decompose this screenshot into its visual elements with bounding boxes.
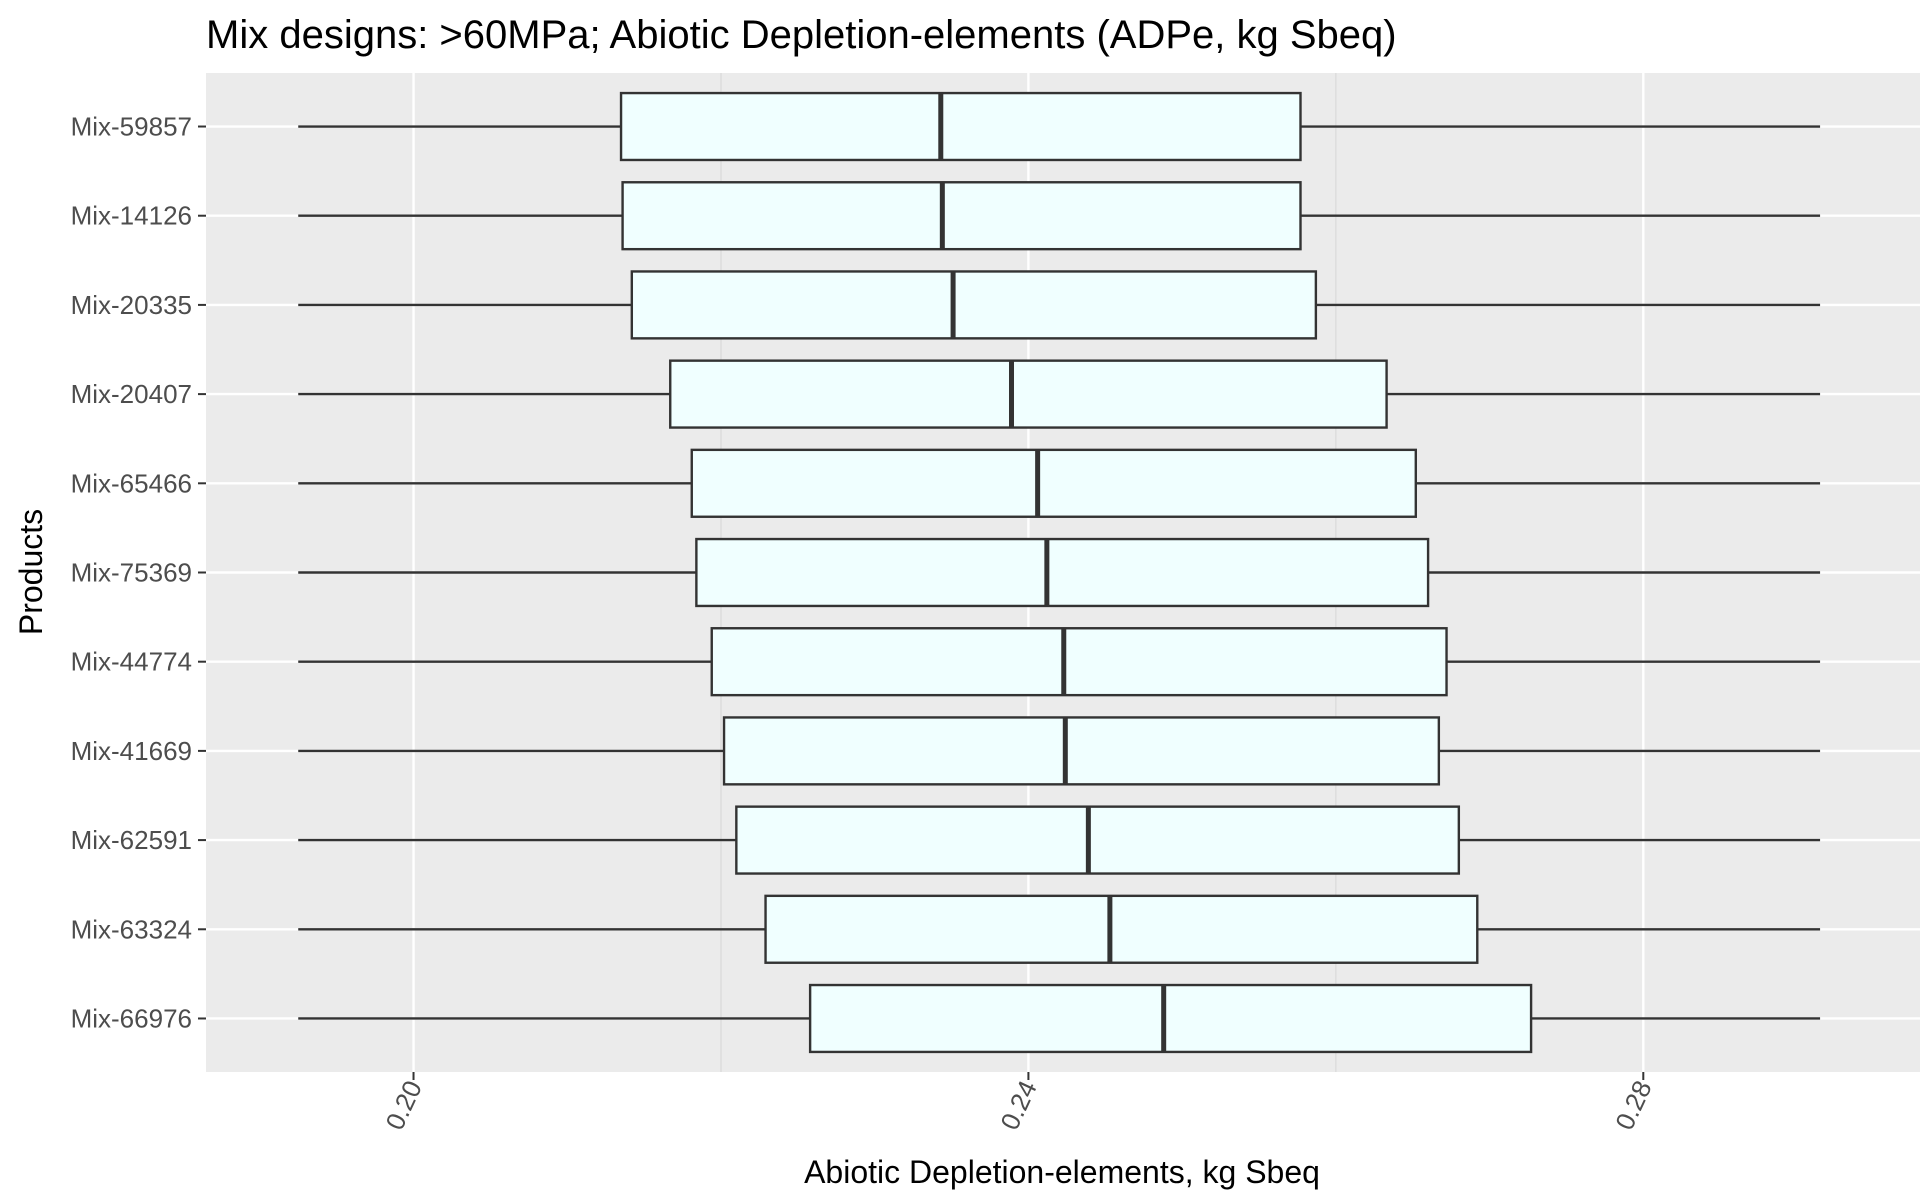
box xyxy=(808,983,1533,1054)
x-tick-label: 0.24 xyxy=(994,1076,1043,1135)
y-tick-label: Mix-20407 xyxy=(71,379,192,409)
y-tick-label: Mix-59857 xyxy=(71,112,192,142)
x-axis: 0.20 0.24 0.28 xyxy=(379,1072,1658,1135)
box xyxy=(621,181,1302,251)
box xyxy=(690,448,1417,518)
boxplot-Mix-59857 xyxy=(298,91,1821,162)
boxplot-Mix-20335 xyxy=(298,270,1821,340)
box xyxy=(669,359,1388,429)
boxplot-Mix-65466 xyxy=(298,448,1821,518)
box xyxy=(722,716,1441,786)
x-tick-label: 0.28 xyxy=(1609,1076,1658,1135)
boxplot-Mix-75369 xyxy=(298,537,1821,608)
y-tick-label: Mix-20335 xyxy=(71,290,192,320)
boxplot-Mix-41669 xyxy=(298,716,1821,786)
box xyxy=(630,270,1318,340)
box xyxy=(764,894,1479,964)
box xyxy=(695,537,1430,608)
x-tick-label: 0.20 xyxy=(379,1076,428,1135)
y-tick-label: Mix-75369 xyxy=(71,558,192,588)
box xyxy=(619,91,1302,162)
boxplot-Mix-20407 xyxy=(298,359,1821,429)
y-axis-title: Products xyxy=(13,509,49,635)
boxplot-Mix-14126 xyxy=(298,181,1821,251)
box xyxy=(735,805,1461,875)
boxplot-Mix-44774 xyxy=(298,627,1821,697)
y-tick-label: Mix-63324 xyxy=(71,914,192,944)
y-axis: Mix-59857 Mix-14126 Mix-20335 Mix-20407 Mix-… xyxy=(71,112,206,1033)
y-tick-label: Mix-41669 xyxy=(71,736,192,766)
y-tick-label: Mix-66976 xyxy=(71,1003,192,1033)
boxplot-Mix-66976 xyxy=(298,983,1821,1054)
chart-title: Mix designs: >60MPa; Abiotic Depletion-e… xyxy=(206,13,1397,57)
y-tick-label: Mix-62591 xyxy=(71,825,192,855)
box xyxy=(710,627,1448,697)
y-tick-label: Mix-14126 xyxy=(71,201,192,231)
y-tick-label: Mix-65466 xyxy=(71,468,192,498)
boxplot-Mix-62591 xyxy=(298,805,1821,875)
y-tick-label: Mix-44774 xyxy=(71,647,192,677)
x-axis-title: Abiotic Depletion-elements, kg Sbeq xyxy=(804,1154,1320,1190)
boxplots xyxy=(298,91,1821,1054)
boxplot-Mix-63324 xyxy=(298,894,1821,964)
